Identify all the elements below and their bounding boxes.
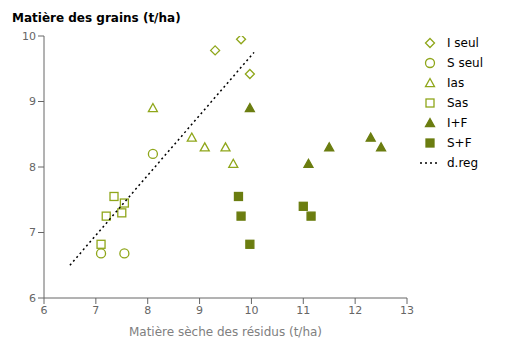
- svg-text:8: 8: [29, 161, 36, 174]
- svg-text:12: 12: [348, 304, 362, 317]
- html-text:Ias: Ias: [447, 76, 465, 90]
- svg-text:9: 9: [29, 95, 36, 108]
- html-text:Matière des grains (t/ha): Matière des grains (t/ha): [12, 11, 181, 25]
- html-text:S+F: S+F: [447, 136, 472, 150]
- html-text:Sas: Sas: [447, 96, 469, 110]
- svg-text:10: 10: [244, 304, 258, 317]
- html-text:S seul: S seul: [447, 56, 483, 70]
- svg-text:6: 6: [29, 292, 36, 305]
- html-text:I seul: I seul: [447, 36, 479, 50]
- svg-text:7: 7: [29, 226, 36, 239]
- svg-text:6: 6: [41, 304, 48, 317]
- html-text:d.reg: d.reg: [447, 156, 479, 170]
- svg-text:Matière sèche des résidus (t/h: Matière sèche des résidus (t/ha): [129, 325, 322, 339]
- svg-text:10: 10: [22, 30, 36, 43]
- svg-text:9: 9: [196, 304, 203, 317]
- svg-text:13: 13: [400, 304, 414, 317]
- svg-text:8: 8: [144, 304, 151, 317]
- html-text:I+F: I+F: [447, 116, 468, 130]
- svg-text:7: 7: [92, 304, 99, 317]
- svg-text:11: 11: [296, 304, 310, 317]
